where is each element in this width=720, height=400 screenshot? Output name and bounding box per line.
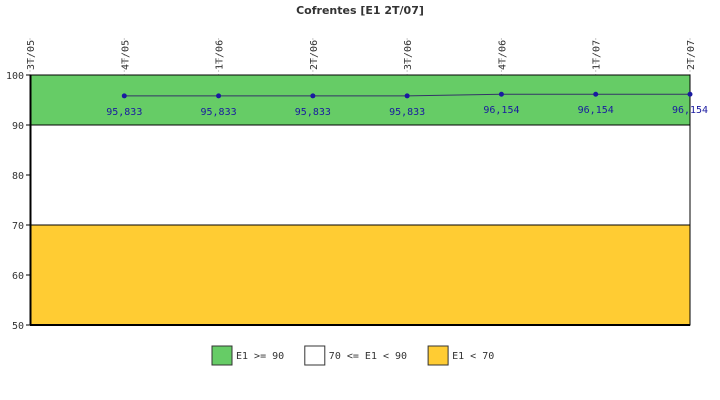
legend-swatch — [304, 345, 326, 366]
legend-label: E1 >= 90 — [236, 351, 284, 362]
legend-label: 70 <= E1 < 90 — [329, 351, 407, 362]
data-point — [121, 93, 127, 99]
data-point — [216, 93, 222, 99]
chart-title: Cofrentes [E1 2T/07] — [296, 4, 424, 17]
data-label: 96,154 — [672, 105, 708, 116]
x-tick-label: 1T/07 — [592, 40, 603, 70]
data-point — [310, 93, 316, 99]
data-point — [687, 91, 693, 97]
x-tick-label: 3T/06 — [403, 40, 414, 70]
data-label: 95,833 — [201, 107, 237, 118]
data-point — [498, 91, 504, 97]
band-0 — [30, 75, 690, 125]
y-tick-label: 70 — [12, 221, 24, 232]
y-tick-label: 90 — [12, 121, 24, 132]
data-point — [593, 91, 599, 97]
data-label: 95,833 — [295, 107, 331, 118]
legend-swatch — [427, 345, 449, 366]
y-tick-label: 100 — [6, 71, 24, 82]
data-label: 96,154 — [483, 105, 519, 116]
x-tick-label: 1T/06 — [215, 40, 226, 70]
legend-swatch — [211, 345, 233, 366]
x-tick-label: 3T/05 — [26, 40, 37, 70]
y-tick-label: 60 — [12, 271, 24, 282]
legend-label: E1 < 70 — [452, 351, 494, 362]
x-tick-label: 4T/05 — [120, 40, 131, 70]
x-tick-label: 4T/06 — [497, 40, 508, 70]
data-label: 95,833 — [389, 107, 425, 118]
x-tick-label: 2T/06 — [309, 40, 320, 70]
data-label: 95,833 — [106, 107, 142, 118]
y-tick-label: 50 — [12, 321, 24, 332]
data-point — [404, 93, 410, 99]
band-2 — [30, 225, 690, 325]
data-label: 96,154 — [578, 105, 614, 116]
band-1 — [30, 125, 690, 225]
x-tick-label: 2T/07 — [686, 40, 697, 70]
y-tick-label: 80 — [12, 171, 24, 182]
